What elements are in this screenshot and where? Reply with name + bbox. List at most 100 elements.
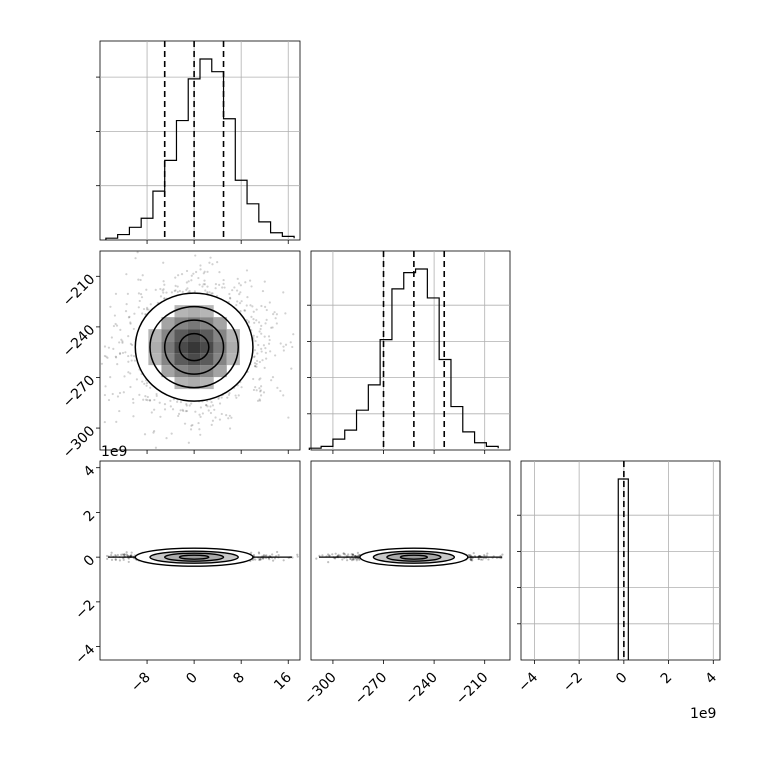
scatter-point [177, 414, 180, 418]
scatter-point [470, 558, 473, 561]
scatter-point [282, 345, 285, 348]
scatter-point [355, 559, 358, 562]
scatter-point [146, 399, 149, 402]
y-tick-label: −270 [60, 373, 99, 412]
scatter-point [252, 334, 255, 337]
scatter-point [262, 391, 266, 394]
scatter-point [198, 428, 201, 431]
scatter-point [111, 392, 114, 396]
scatter-point [218, 402, 222, 405]
scatter-point [163, 297, 166, 300]
scatter-point [258, 398, 261, 401]
panel-frame [310, 250, 511, 451]
scatter-point [257, 551, 260, 554]
scatter-point [162, 280, 165, 283]
density-cell [148, 329, 162, 342]
scatter-point [258, 552, 261, 555]
scatter-point [127, 335, 130, 338]
scatter-point [261, 289, 265, 293]
scatter-point [235, 396, 238, 399]
scatter-point [131, 343, 134, 347]
scatter-point [129, 321, 132, 324]
scatter-point [225, 414, 228, 417]
scatter-point [290, 367, 293, 370]
scatter-point [352, 553, 355, 557]
scatter-point [258, 360, 261, 364]
scatter-point [110, 336, 113, 339]
contour-line [164, 552, 225, 562]
scatter-point [191, 423, 194, 427]
scatter-point [187, 280, 190, 283]
scatter-point [214, 283, 218, 286]
scatter-point [260, 350, 263, 353]
density-cell [187, 377, 201, 390]
scatter-point [291, 345, 294, 349]
scatter-point [351, 553, 354, 556]
panel-frame [99, 250, 301, 451]
scatter-point [481, 558, 484, 561]
scatter-point [145, 382, 149, 385]
scatter-point [185, 281, 188, 284]
histogram [617, 478, 629, 660]
scatter-point [341, 558, 344, 561]
scatter-point [176, 285, 179, 288]
scatter-point [131, 397, 135, 401]
scatter-point [173, 289, 176, 293]
histogram [308, 268, 499, 450]
scatter-point [114, 558, 117, 561]
x-tick-labels: −8 0 8 16 [128, 669, 295, 695]
scatter-point [239, 284, 242, 287]
scatter-point [205, 403, 208, 407]
scatter-point [199, 433, 202, 436]
contours [108, 547, 292, 567]
contour-line [163, 319, 225, 375]
grid-lines [521, 461, 720, 660]
density-cell [187, 329, 201, 342]
histogram [105, 58, 295, 240]
scatter-point [268, 338, 271, 342]
scatter-point [269, 350, 272, 353]
scatter-point [116, 363, 119, 366]
scatter-point [127, 354, 130, 358]
tick-marks [96, 275, 289, 454]
scatter-point [202, 272, 205, 275]
density-cell [187, 341, 201, 354]
scatter-point [185, 269, 189, 273]
y-tick-label: −4 [72, 642, 98, 668]
scatter-point [264, 554, 267, 557]
scatter-point [250, 551, 253, 554]
scatter-point [257, 343, 260, 347]
y-offset-label: 1e9 [101, 444, 127, 460]
scatter-point [350, 552, 353, 556]
histogram-step [105, 58, 295, 240]
density-cell [187, 305, 201, 318]
scatter-point [114, 322, 117, 326]
scatter-point [116, 395, 120, 398]
scatter-point [342, 552, 345, 555]
scatter-point [477, 557, 480, 561]
tick-marks [96, 467, 289, 664]
scatter-point [251, 305, 254, 308]
contour-line [134, 292, 254, 402]
scatter-point [140, 296, 144, 299]
scatter-point [258, 557, 261, 561]
scatter-point [199, 415, 202, 418]
scatter-point [240, 300, 243, 303]
scatter-point [265, 318, 268, 321]
scatter-point [260, 385, 263, 388]
scatter-point [279, 342, 282, 345]
scatter-point [206, 290, 209, 294]
quantile-lines [163, 41, 225, 240]
density-cell [200, 305, 214, 318]
density-cell [213, 365, 227, 378]
scatter-point [179, 409, 182, 412]
scatter-point [238, 302, 242, 305]
scatter-point [188, 289, 191, 293]
scatter-point [114, 355, 117, 358]
scatter-point [220, 412, 223, 416]
scatter-point [121, 351, 125, 355]
scatter-point [169, 399, 172, 402]
scatter-point [187, 441, 190, 444]
scatter-point [203, 283, 207, 286]
